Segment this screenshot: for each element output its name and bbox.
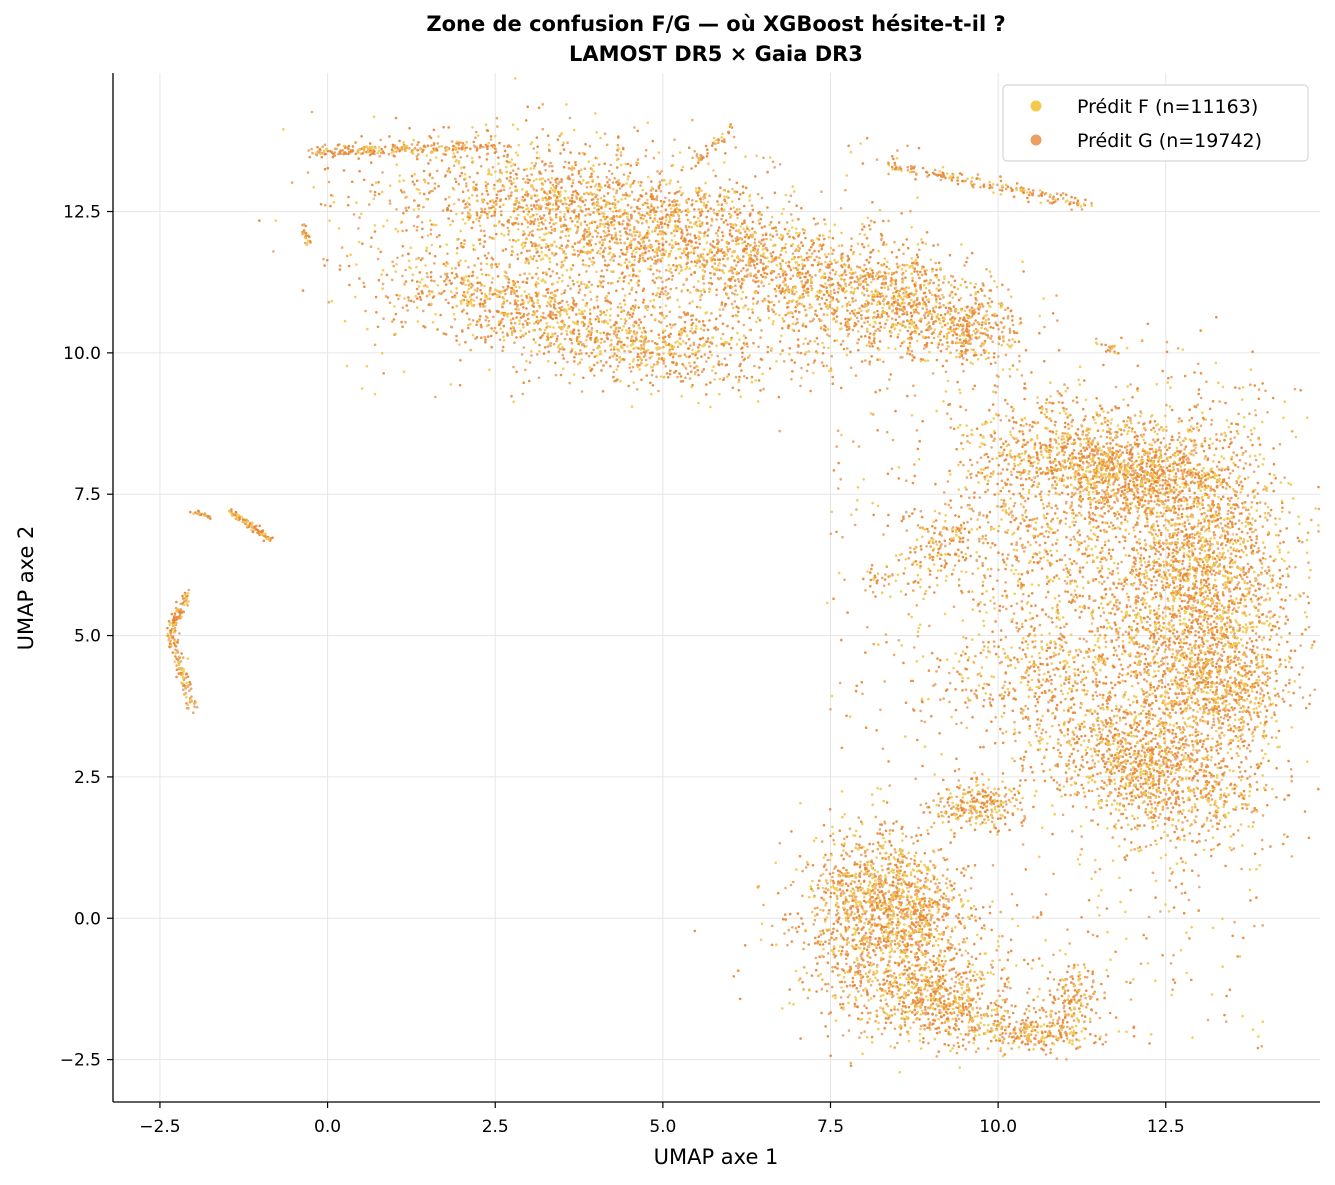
y-tick-label: 12.5	[63, 203, 101, 223]
x-tick-label: 0.0	[314, 1117, 341, 1137]
y-axis-label: UMAP axe 2	[14, 526, 38, 651]
chart-subtitle: LAMOST DR5 × Gaia DR3	[569, 42, 863, 66]
series-predit-g-dense-points	[166, 105, 1320, 1068]
y-tick-label: −2.5	[60, 1051, 101, 1071]
series-predit-f-points	[166, 77, 1320, 1074]
legend-frame	[1002, 84, 1309, 162]
x-tick-label: 10.0	[979, 1117, 1017, 1137]
y-tick-label: 0.0	[74, 909, 101, 929]
x-ticks: −2.5 0.0 2.5 5.0 7.5 10.0 12.5	[139, 1102, 1185, 1137]
y-ticks: −2.5 0.0 2.5 5.0 7.5 10.0 12.5	[60, 203, 113, 1071]
chart-title: Zone de confusion F/G — où XGBoost hésit…	[426, 12, 1005, 36]
x-tick-label: 5.0	[649, 1117, 676, 1137]
data-points	[166, 77, 1321, 1074]
x-tick-label: 2.5	[482, 1117, 509, 1137]
y-tick-label: 2.5	[74, 768, 101, 788]
legend-label-f: Prédit F (n=11163)	[1077, 96, 1258, 118]
x-tick-label: −2.5	[139, 1117, 180, 1137]
grid-lines	[113, 73, 1320, 1102]
y-tick-label: 5.0	[74, 627, 101, 647]
y-tick-label: 7.5	[74, 485, 101, 505]
x-axis-label: UMAP axe 1	[654, 1145, 779, 1169]
plot-axes	[112, 73, 1320, 1103]
legend-marker-f	[1030, 100, 1042, 112]
legend: Prédit F (n=11163) Prédit G (n=19742)	[1002, 84, 1309, 162]
legend-marker-g	[1030, 134, 1042, 146]
y-tick-label: 10.0	[63, 344, 101, 364]
x-tick-label: 12.5	[1147, 1117, 1185, 1137]
x-tick-label: 7.5	[817, 1117, 844, 1137]
legend-label-g: Prédit G (n=19742)	[1077, 130, 1262, 152]
